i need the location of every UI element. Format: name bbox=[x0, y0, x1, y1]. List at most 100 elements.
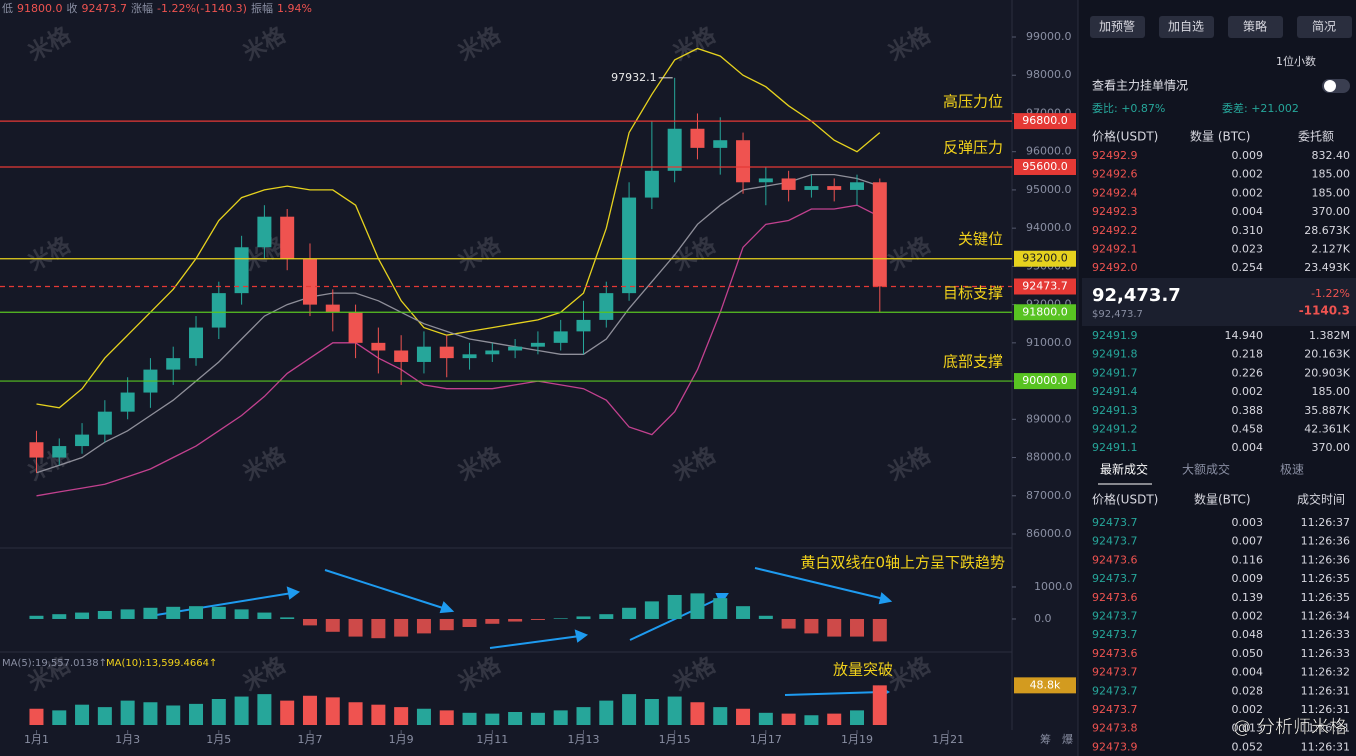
y-tick-label: 86000.0 bbox=[1026, 527, 1072, 540]
trade-cell: 0.052 bbox=[1232, 740, 1264, 753]
level-annotation: 高压力位 bbox=[943, 93, 1003, 111]
candle-body bbox=[690, 128, 705, 148]
trade-cell: 0.050 bbox=[1232, 647, 1264, 660]
macd-bar bbox=[599, 614, 614, 619]
asks-cell: 92492.9 bbox=[1092, 149, 1138, 162]
asks-cell: 0.002 bbox=[1232, 186, 1264, 199]
volume-bar bbox=[850, 710, 865, 725]
header-low: 91800.0 bbox=[17, 2, 63, 15]
volume-bar bbox=[394, 707, 409, 725]
tab[interactable]: 极速 bbox=[1280, 463, 1304, 477]
button-bg bbox=[1297, 16, 1352, 38]
x-tick-label: 1月19 bbox=[841, 733, 873, 746]
panel-bg bbox=[1078, 0, 1356, 756]
button-label: 加自选 bbox=[1168, 20, 1204, 34]
trade-cell: 92473.6 bbox=[1092, 553, 1138, 566]
candle-body bbox=[508, 346, 523, 351]
tab[interactable]: 最新成交 bbox=[1100, 462, 1148, 477]
trade-cell: 0.139 bbox=[1232, 591, 1264, 604]
last-usd: $92,473.7 bbox=[1092, 309, 1143, 320]
toggle-knob bbox=[1324, 80, 1336, 92]
panel-button[interactable]: 策略 bbox=[1228, 16, 1283, 38]
volume-bar bbox=[52, 710, 67, 725]
macd-bar bbox=[280, 617, 295, 619]
candle-body bbox=[804, 186, 819, 190]
volume-bar bbox=[120, 700, 135, 725]
bids-cell: 14.940 bbox=[1225, 329, 1264, 342]
volume-bar bbox=[690, 702, 705, 725]
x-tick-label: 1月21 bbox=[932, 733, 964, 746]
macd-bar bbox=[622, 607, 637, 619]
trade-header: 数量(BTC) bbox=[1194, 492, 1251, 507]
ma10-label: MA(10):13,599.4664↑ bbox=[106, 658, 217, 669]
volume-bar bbox=[667, 696, 682, 725]
level-tag bbox=[1014, 304, 1076, 321]
volume-bar bbox=[644, 699, 659, 725]
macd-bar bbox=[508, 618, 523, 622]
candle-body bbox=[416, 346, 431, 362]
macd-bar bbox=[439, 618, 454, 631]
volume-bar bbox=[462, 712, 477, 725]
trade-cell: 11:26:35 bbox=[1301, 591, 1350, 604]
tab[interactable]: 大额成交 bbox=[1182, 462, 1230, 477]
bids-cell: 0.388 bbox=[1232, 404, 1264, 417]
volume-bar bbox=[713, 707, 728, 725]
y-tick-label: 99000.0 bbox=[1026, 30, 1072, 43]
bids-cell: 42.361K bbox=[1304, 423, 1350, 436]
volume-bar bbox=[439, 710, 454, 725]
asks-cell: 185.00 bbox=[1312, 168, 1351, 181]
trade-cell: 92473.7 bbox=[1092, 572, 1138, 585]
order-diff: 委差: +21.002 bbox=[1222, 101, 1299, 115]
macd-bar bbox=[166, 606, 181, 619]
candle-body bbox=[530, 342, 545, 347]
volume-bar bbox=[302, 695, 317, 725]
volume-bar bbox=[872, 685, 887, 725]
macd-bar bbox=[850, 618, 865, 637]
candle-body bbox=[29, 442, 44, 458]
macd-bar bbox=[97, 610, 112, 619]
trade-cell: 0.002 bbox=[1232, 703, 1264, 716]
last-bg bbox=[1082, 278, 1356, 326]
panel-button[interactable]: 加自选 bbox=[1159, 16, 1214, 38]
macd-bar bbox=[189, 606, 204, 619]
volume-bar bbox=[416, 708, 431, 725]
trade-cell: 92473.7 bbox=[1092, 610, 1138, 623]
trade-cell: 92473.7 bbox=[1092, 684, 1138, 697]
macd-bar bbox=[485, 618, 500, 624]
volume-bar bbox=[371, 704, 386, 725]
trade-cell: 11:26:35 bbox=[1301, 572, 1350, 585]
high-label: 97932.1 bbox=[611, 71, 657, 84]
bids-cell: 92491.4 bbox=[1092, 385, 1138, 398]
level-tag bbox=[1014, 278, 1076, 295]
panel-button[interactable]: 简况 bbox=[1297, 16, 1352, 38]
candle-body bbox=[713, 140, 728, 148]
last-price: 92,473.7 bbox=[1092, 285, 1181, 306]
candle-body bbox=[75, 434, 90, 447]
trade-cell: 92473.7 bbox=[1092, 535, 1138, 548]
last-change-abs: -1140.3 bbox=[1299, 304, 1350, 318]
button-label: 策略 bbox=[1243, 19, 1267, 34]
candle-body bbox=[325, 304, 340, 313]
axis-button: 筹 bbox=[1040, 732, 1051, 746]
x-tick-label: 1月15 bbox=[659, 733, 691, 746]
volume-bar bbox=[29, 708, 44, 725]
main-orders: 查看主力挂单情况 bbox=[1092, 79, 1188, 93]
candle-body bbox=[576, 319, 591, 332]
y-tick-label: 96000.0 bbox=[1026, 145, 1072, 158]
asks-cell: 0.004 bbox=[1232, 205, 1264, 218]
y-tick-label: 98000.0 bbox=[1026, 68, 1072, 81]
volume-bar bbox=[827, 713, 842, 725]
y-tick-label: 89000.0 bbox=[1026, 412, 1072, 425]
macd-bar bbox=[667, 594, 682, 619]
volume-label: 48.8k bbox=[1030, 678, 1061, 691]
macd-bar bbox=[302, 618, 317, 626]
panel-button[interactable]: 加预警 bbox=[1090, 16, 1145, 38]
axis-button: 爆 bbox=[1062, 732, 1073, 746]
candle-body bbox=[371, 342, 386, 351]
volume-bar bbox=[530, 712, 545, 725]
volume-bar bbox=[804, 715, 819, 725]
volume-bar bbox=[75, 704, 90, 725]
x-tick-label: 1月13 bbox=[567, 733, 599, 746]
volume-bar bbox=[234, 696, 249, 725]
